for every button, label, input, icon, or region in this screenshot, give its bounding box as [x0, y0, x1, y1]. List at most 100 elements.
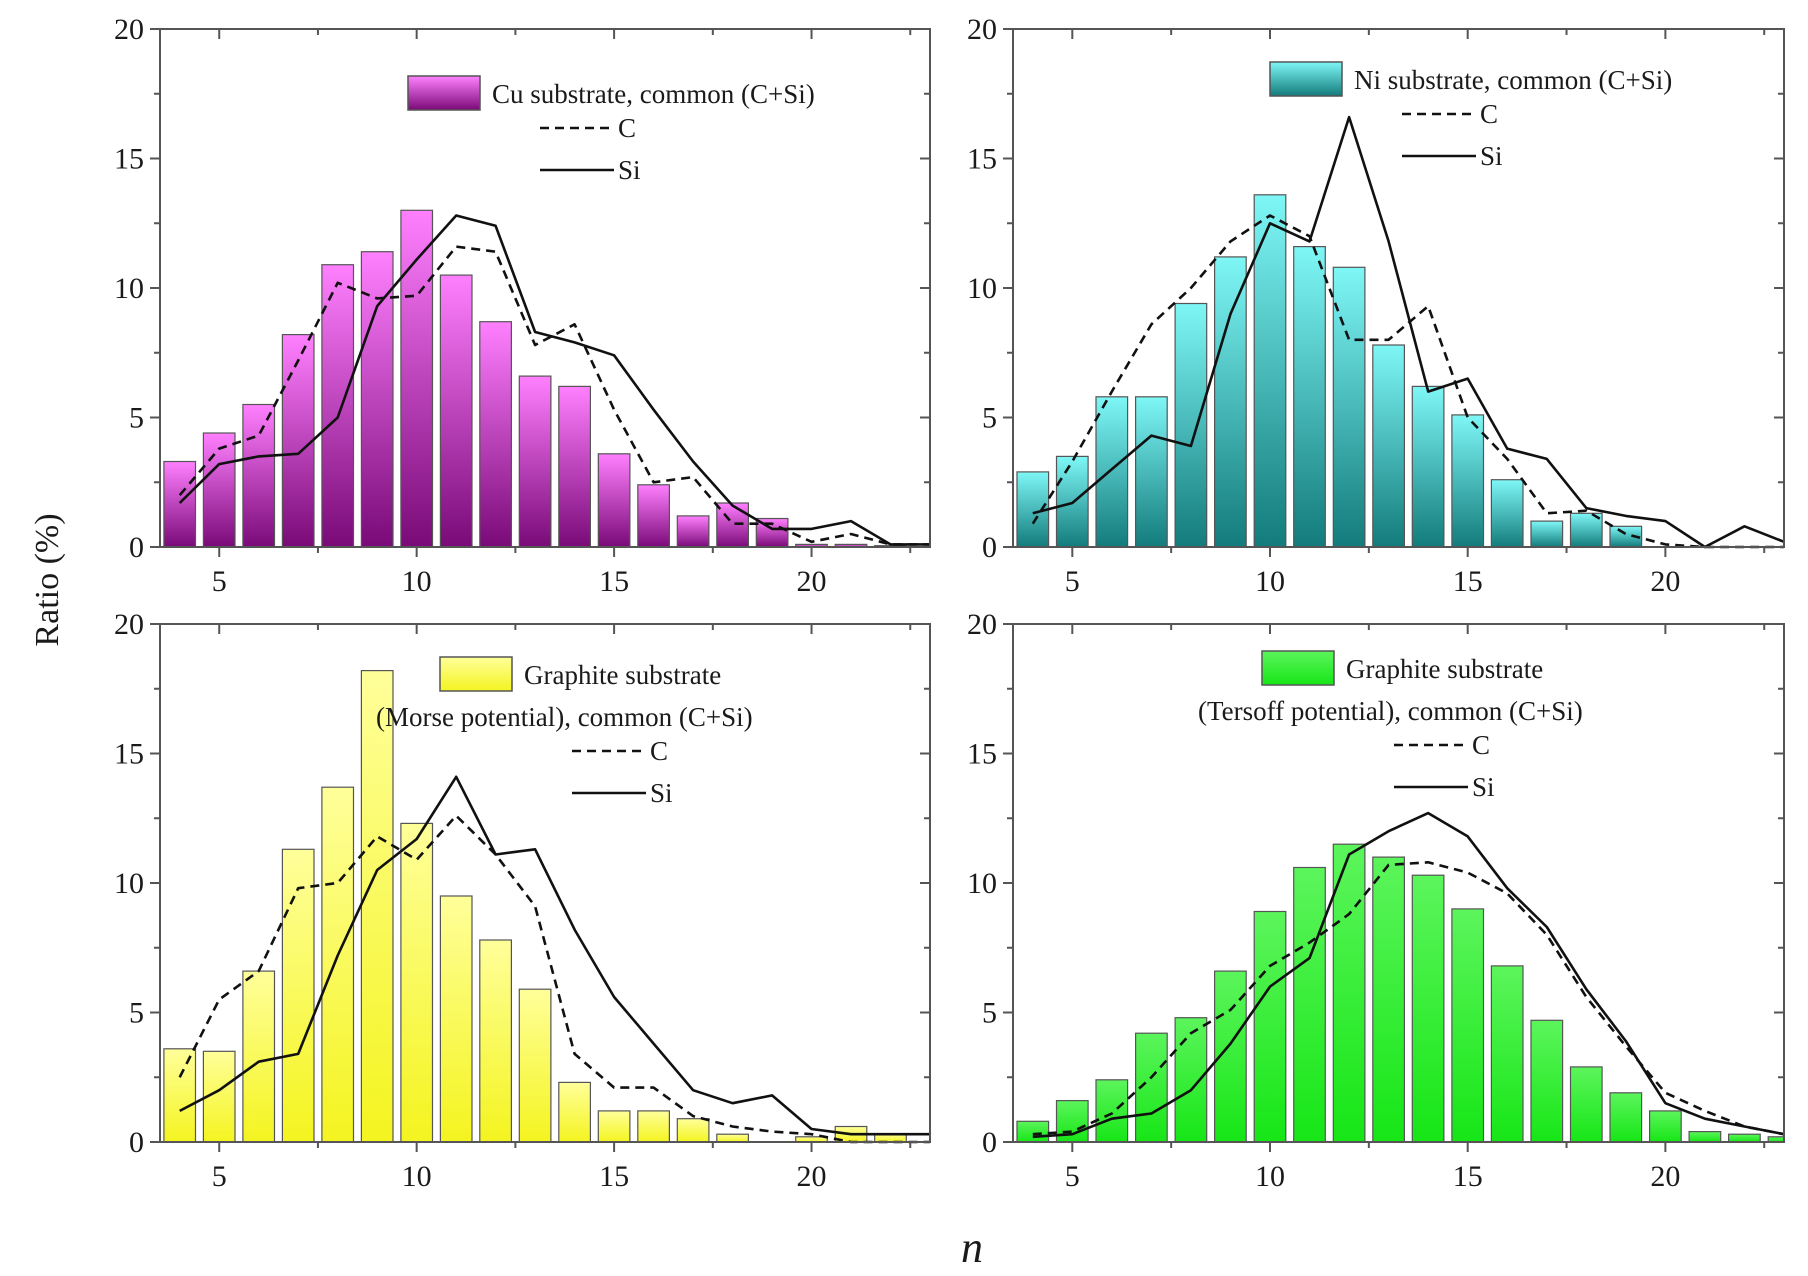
legend: Ni substrate, common (C+Si) C Si [1269, 61, 1672, 171]
panel-cu: 0 5 10 15 20 5 10 15 20 Cu substrate, common (C+S… [114, 13, 931, 598]
bar-n14 [558, 385, 591, 548]
legend-label-bar: Ni substrate, common (C+Si) [1354, 65, 1672, 95]
bar-n19 [1609, 1092, 1643, 1143]
bar-n15 [1451, 908, 1485, 1143]
legend-label-bar: Graphite substrate [1346, 654, 1543, 684]
x-tick-label: 15 [1453, 1160, 1483, 1193]
panel-graphite-tersoff: 0 5 10 15 20 5 10 15 20 Graphite substrate (Tersof… [967, 608, 1785, 1193]
bar-n6 [1095, 396, 1129, 548]
bar-n17 [676, 1118, 710, 1143]
y-tick-label: 10 [967, 272, 997, 305]
y-tick-label: 0 [129, 1126, 144, 1159]
y-tick-label: 15 [967, 738, 997, 771]
bar-n18 [716, 1133, 749, 1143]
bar-n4 [1016, 1120, 1050, 1143]
bar-n13 [1372, 856, 1406, 1143]
bar-n5 [202, 432, 236, 548]
bar-n18 [1569, 512, 1603, 548]
x-tick-label: 20 [1650, 1160, 1680, 1193]
legend: Graphite substrate (Morse potential), com… [376, 656, 753, 808]
x-tick-label: 20 [1650, 565, 1680, 598]
x-tick-label: 20 [797, 1160, 827, 1193]
legend-swatch-bar [1269, 61, 1343, 97]
x-tick-label: 5 [1065, 1160, 1080, 1193]
y-tick-label: 0 [982, 531, 997, 564]
line-si [1032, 115, 1785, 549]
bars [1016, 194, 1643, 548]
y-tick-label: 10 [967, 867, 997, 900]
bar-n11 [439, 274, 473, 548]
bar-n11 [1293, 866, 1326, 1143]
x-tick-label: 15 [599, 1160, 629, 1193]
x-axis-title: n [961, 1223, 983, 1272]
legend-label-bar: (Morse potential), common (C+Si) [376, 702, 753, 732]
bar-n11 [439, 895, 473, 1143]
x-tick-label: 5 [212, 565, 227, 598]
legend-label-bar: Graphite substrate [524, 660, 721, 690]
y-tick-label: 20 [967, 13, 997, 46]
x-tick-label: 10 [402, 1160, 432, 1193]
bar-n11 [1293, 246, 1326, 548]
legend-swatch-bar [407, 75, 481, 111]
bar-n7 [281, 848, 315, 1143]
bar-n14 [1411, 874, 1445, 1143]
legend-swatch-bar [1261, 650, 1335, 686]
line-c [1031, 214, 1784, 549]
bar-n14 [1411, 385, 1445, 548]
bar-n8 [321, 786, 355, 1143]
y-tick-label: 5 [129, 997, 144, 1030]
legend-label-c: C [1472, 730, 1490, 760]
line-si [1032, 811, 1785, 1139]
y-tick-label: 15 [967, 143, 997, 176]
bar-n16 [637, 484, 670, 548]
y-tick-label: 10 [114, 272, 144, 305]
legend-label-si: Si [1472, 772, 1495, 802]
bar-n22 [1727, 1133, 1761, 1143]
y-tick-label: 0 [982, 1126, 997, 1159]
legend-label-c: C [650, 736, 668, 766]
bar-n4 [163, 460, 197, 548]
legend-label-bar: Cu substrate, common (C+Si) [492, 79, 815, 109]
bar-n10 [400, 822, 434, 1143]
bars [163, 209, 907, 548]
y-tick-label: 20 [114, 608, 144, 641]
panel-graphite-morse: 0 5 10 15 20 5 10 15 20 Graphite substrate (Morse … [114, 608, 931, 1193]
bar-n12 [1332, 843, 1366, 1143]
legend-label-si: Si [650, 778, 673, 808]
x-tick-label: 15 [1453, 565, 1483, 598]
line-c [178, 814, 930, 1144]
legend: Graphite substrate (Tersoff potential), c… [1198, 650, 1583, 802]
bars [163, 669, 907, 1143]
bar-n15 [1451, 414, 1485, 548]
bar-n4 [163, 1048, 197, 1143]
bar-n16 [1490, 479, 1524, 548]
bar-n17 [676, 515, 710, 548]
bar-n12 [479, 939, 512, 1143]
bar-n13 [1372, 344, 1406, 548]
bar-n15 [597, 1110, 631, 1143]
bar-n10 [400, 209, 434, 548]
bar-n6 [1095, 1079, 1129, 1143]
bar-n12 [479, 321, 512, 548]
bar-n8 [1174, 1017, 1208, 1143]
y-tick-label: 0 [129, 531, 144, 564]
x-tick-label: 10 [1255, 1160, 1285, 1193]
legend-label-bar: (Tersoff potential), common (C+Si) [1198, 696, 1583, 726]
bar-n21 [1688, 1130, 1722, 1143]
bar-n10 [1253, 910, 1287, 1143]
bar-n9 [360, 251, 394, 548]
bar-n17 [1530, 1019, 1564, 1143]
bar-n17 [1530, 520, 1564, 548]
panel-ni: 0 5 10 15 20 5 10 15 20 Ni substrate, common (C+S… [967, 13, 1785, 598]
x-tick-label: 15 [599, 565, 629, 598]
bars [1016, 843, 1785, 1143]
bar-n10 [1253, 194, 1287, 548]
line-si [179, 775, 930, 1136]
bar-n14 [558, 1081, 591, 1143]
bar-n8 [1174, 302, 1208, 548]
x-tick-label: 10 [402, 565, 432, 598]
bar-n6 [242, 970, 276, 1143]
bar-n7 [281, 334, 315, 548]
bar-n9 [1213, 256, 1247, 548]
